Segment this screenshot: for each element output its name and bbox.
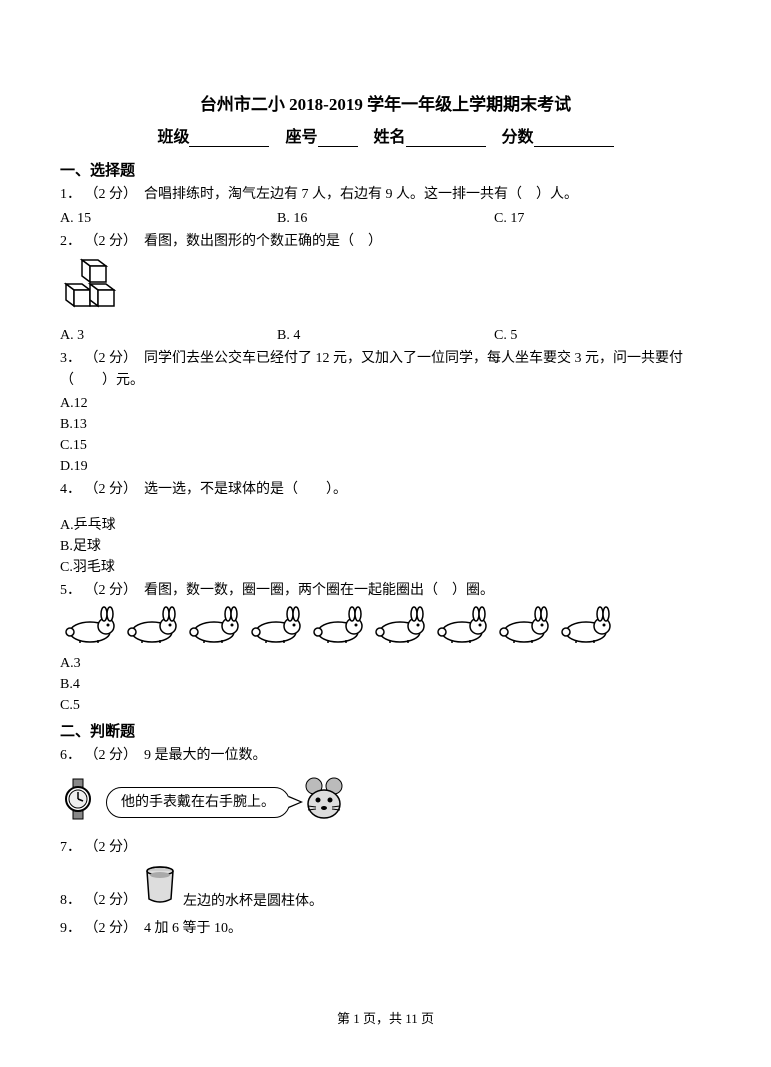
q5-opt-c: C.5 xyxy=(60,695,711,716)
q5-opt-b: B.4 xyxy=(60,674,711,695)
question-8: 8． （2 分） 左边的水杯是圆柱体。 xyxy=(60,865,711,912)
footer-mid: 页，共 xyxy=(363,1011,402,1026)
rabbit-icon xyxy=(184,606,244,651)
name-label: 姓名 xyxy=(374,129,406,146)
q7-points: （2 分） xyxy=(85,840,138,855)
q1-text: 合唱排练时，淘气左边有 7 人，右边有 9 人。这一排一共有（ ）人。 xyxy=(144,187,578,202)
q6-num: 6． xyxy=(60,748,81,763)
q3-opt-c: C.15 xyxy=(60,435,711,456)
rabbit-icon xyxy=(432,606,492,651)
question-7: 他的手表戴在右手腕上。 7． （2 分） xyxy=(60,774,711,859)
q9-points: （2 分） xyxy=(85,921,138,936)
exam-title: 台州市二小 2018-2019 学年一年级上学期期末考试 xyxy=(60,90,711,115)
q2-opt-c: C. 5 xyxy=(494,325,711,346)
q3-opt-b: B.13 xyxy=(60,414,711,435)
q1-opt-c: C. 17 xyxy=(494,208,711,229)
q2-text: 看图，数出图形的个数正确的是（ ） xyxy=(144,234,382,249)
q1-opt-b: B. 16 xyxy=(277,208,494,229)
q8-points: （2 分） xyxy=(85,893,138,908)
q1-points: （2 分） xyxy=(85,187,138,202)
q5-opt-a: A.3 xyxy=(60,653,711,674)
section-2-header: 二、判断题 xyxy=(60,720,711,741)
q1-options: A. 15 B. 16 C. 17 xyxy=(60,208,711,229)
seat-blank[interactable] xyxy=(318,146,358,147)
cubes-icon xyxy=(60,258,130,314)
mouse-icon xyxy=(300,774,350,831)
cubes-figure xyxy=(60,258,711,321)
q1-opt-a: A. 15 xyxy=(60,208,277,229)
footer-page-num: 1 xyxy=(353,1011,360,1026)
class-blank[interactable] xyxy=(189,146,269,147)
score-blank[interactable] xyxy=(534,146,614,147)
q4-opt-a: A.乒乓球 xyxy=(60,515,711,536)
seat-label: 座号 xyxy=(285,129,317,146)
question-5: 5． （2 分） 看图，数一数，圈一圈，两个圈在一起能圈出（ ）圈。 xyxy=(60,580,711,716)
footer-suffix: 页 xyxy=(421,1011,434,1026)
rabbit-icon xyxy=(370,606,430,651)
footer-page-total: 11 xyxy=(405,1011,418,1026)
q8-text: 左边的水杯是圆柱体。 xyxy=(183,891,323,912)
question-9: 9． （2 分） 4 加 6 等于 10。 xyxy=(60,918,711,940)
rabbits-figure xyxy=(60,606,711,651)
question-1: 1． （2 分） 合唱排练时，淘气左边有 7 人，右边有 9 人。这一排一共有（… xyxy=(60,184,711,229)
q9-text: 4 加 6 等于 10。 xyxy=(144,921,242,936)
question-6: 6． （2 分） 9 是最大的一位数。 xyxy=(60,745,711,767)
footer-prefix: 第 xyxy=(337,1011,350,1026)
q4-opt-b: B.足球 xyxy=(60,536,711,557)
q2-opt-a: A. 3 xyxy=(60,325,277,346)
bubble-text: 他的手表戴在右手腕上。 xyxy=(121,795,275,810)
student-info-line: 班级 座号 姓名 分数 xyxy=(60,123,711,147)
rabbit-icon xyxy=(556,606,616,651)
q2-points: （2 分） xyxy=(85,234,138,249)
q4-points: （2 分） xyxy=(85,482,138,497)
cup-icon xyxy=(143,865,177,912)
q2-num: 2． xyxy=(60,234,81,249)
q2-opt-b: B. 4 xyxy=(277,325,494,346)
watch-icon xyxy=(60,777,96,828)
q3-num: 3． xyxy=(60,351,81,366)
question-3: 3． （2 分） 同学们去坐公交车已经付了 12 元，又加入了一位同学，每人坐车… xyxy=(60,348,711,477)
name-blank[interactable] xyxy=(406,146,486,147)
q4-opt-c: C.羽毛球 xyxy=(60,557,711,578)
q5-text: 看图，数一数，圈一圈，两个圈在一起能圈出（ ）圈。 xyxy=(144,583,494,598)
q5-points: （2 分） xyxy=(85,583,138,598)
q3-opt-a: A.12 xyxy=(60,393,711,414)
rabbit-icon xyxy=(122,606,182,651)
question-4: 4． （2 分） 选一选，不是球体的是（ ）。 A.乒乓球 B.足球 C.羽毛球 xyxy=(60,479,711,578)
q3-opt-d: D.19 xyxy=(60,456,711,477)
score-label: 分数 xyxy=(502,129,534,146)
q3-options: A.12 B.13 C.15 D.19 xyxy=(60,393,711,477)
q2-options: A. 3 B. 4 C. 5 xyxy=(60,325,711,346)
rabbit-icon xyxy=(308,606,368,651)
speech-bubble: 他的手表戴在右手腕上。 xyxy=(106,787,290,818)
rabbit-icon xyxy=(494,606,554,651)
class-label: 班级 xyxy=(157,129,189,146)
q6-points: （2 分） xyxy=(85,748,138,763)
q4-num: 4． xyxy=(60,482,81,497)
q5-num: 5． xyxy=(60,583,81,598)
q1-num: 1． xyxy=(60,187,81,202)
q7-num: 7． xyxy=(60,840,81,855)
page-footer: 第 1 页，共 11 页 xyxy=(0,1008,771,1027)
rabbit-icon xyxy=(246,606,306,651)
q8-num: 8． xyxy=(60,893,81,908)
q3-points: （2 分） xyxy=(85,351,138,366)
q5-options: A.3 B.4 C.5 xyxy=(60,653,711,716)
section-1-header: 一、选择题 xyxy=(60,159,711,180)
q6-text: 9 是最大的一位数。 xyxy=(144,748,267,763)
q9-num: 9． xyxy=(60,921,81,936)
q4-text: 选一选，不是球体的是（ ）。 xyxy=(144,482,347,497)
question-2: 2． （2 分） 看图，数出图形的个数正确的是（ ） xyxy=(60,231,711,345)
rabbit-icon xyxy=(60,606,120,651)
q4-options: A.乒乓球 B.足球 C.羽毛球 xyxy=(60,515,711,578)
q3-text: 同学们去坐公交车已经付了 12 元，又加入了一位同学，每人坐车要交 3 元，问一… xyxy=(60,351,683,388)
